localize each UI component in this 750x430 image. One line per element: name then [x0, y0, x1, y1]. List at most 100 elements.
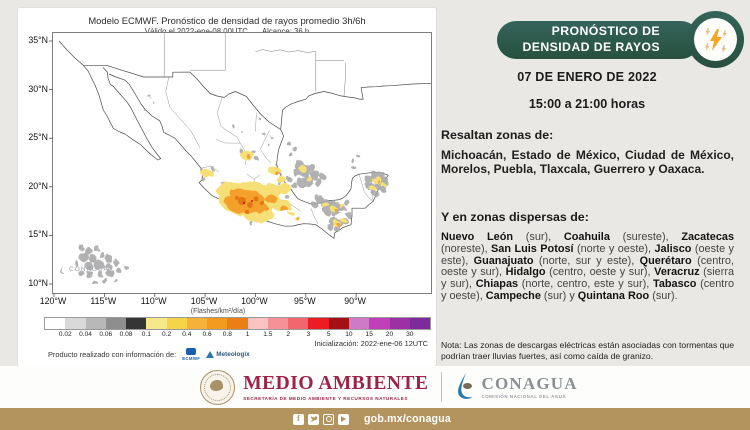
forecast-time-range: 15:00 a 21:00 horas: [528, 97, 646, 111]
state-name: Veracruz: [654, 266, 700, 279]
colorbar-tick-label: 30: [406, 331, 414, 338]
map-subtitle: Válido el 2022-ene-08 00UTC Alcance: 36 h: [18, 27, 436, 36]
meteologix-logo-icon: [206, 351, 215, 358]
colorbar-tick-label: 3: [306, 331, 311, 338]
mexico-map: [49, 33, 432, 297]
social-icons: f: [293, 413, 349, 425]
colorbar-segment: [126, 318, 147, 329]
meteologix-logo-text: Meteologix: [216, 351, 250, 358]
conagua-drop-icon: [60, 265, 65, 274]
lon-tick-label: 120°W: [39, 296, 67, 306]
map-plot-area: CONAGUA: [49, 32, 432, 297]
meteologix-logo: Meteologix: [206, 351, 250, 358]
ribbon-badge: [687, 11, 744, 68]
colorbar-tick-label: 0.8: [222, 331, 232, 338]
units-label: (Flashes/km²/día): [190, 308, 246, 315]
colorbar-segment: [146, 318, 167, 329]
colorbar-segment: [369, 318, 390, 329]
note-text: Nota: Las zonas de descargas eléctricas …: [441, 340, 734, 361]
credit-label: Producto realizado con información de:: [48, 350, 177, 359]
colorbar-tick-label: 15: [365, 331, 373, 338]
colorbar-segment: [227, 318, 248, 329]
colorbar-tick-label: 0.04: [79, 331, 92, 338]
colorbar-segment: [105, 318, 127, 329]
ecmwf-logo-text: ECMWF: [182, 356, 201, 361]
axis-ticks: [49, 40, 357, 297]
map-range-label: Alcance: 36 h: [262, 27, 309, 36]
conagua-subtitle: COMISIÓN NACIONAL DEL AGUA: [481, 394, 567, 400]
colorbar-tick-label: 0.2: [161, 331, 172, 338]
lon-tick-label: 100°W: [241, 296, 268, 306]
state-name: Nuevo León: [441, 231, 514, 243]
map-watermark-text: CONAGUA: [69, 266, 109, 273]
footer-url[interactable]: gob.mx/conagua: [364, 413, 451, 425]
footer-social-band: f gob.mx/conagua: [0, 408, 750, 430]
lat-tick-label: 20°N: [28, 180, 48, 191]
footer-logos-band: MEDIO AMBIENTE SECRETARÍA DE MEDIO AMBIE…: [0, 366, 750, 408]
colorbar: [44, 317, 431, 330]
ecmwf-logo-mark: [186, 348, 197, 355]
ribbon-banner: PRONÓSTICO DE DENSIDAD DE RAYOS: [497, 21, 700, 59]
colorbar-tick-label: 0.4: [182, 331, 192, 338]
state-name: Coahuila: [563, 231, 610, 243]
colorbar-segment: [247, 318, 268, 329]
instagram-icon[interactable]: [323, 413, 334, 425]
colorbar-segment: [288, 318, 309, 329]
youtube-icon[interactable]: [338, 413, 349, 425]
facebook-icon[interactable]: f: [293, 413, 304, 425]
ecmwf-logo: ECMWF: [182, 348, 200, 361]
lat-tick-label: 30°N: [28, 83, 48, 94]
highlight-paragraph: Michoacán, Estado de México, Ciudad de M…: [441, 148, 734, 176]
colorbar-segment: [85, 318, 106, 329]
highlight-heading: Resaltan zonas de:: [441, 128, 554, 142]
state-name: Querétaro: [639, 254, 692, 267]
map-title: Modelo ECMWF. Pronóstico de densidad de …: [88, 15, 366, 26]
state-name: Jalisco: [654, 242, 692, 255]
state-name: Campeche: [485, 289, 541, 302]
conagua-drop-logo-icon: [457, 373, 472, 399]
lon-tick-label: 115°W: [90, 296, 117, 306]
colorbar-tick-label: 5: [326, 331, 331, 338]
semarnat-title: MEDIO AMBIENTE: [243, 372, 429, 394]
colorbar-tick-label: 0.06: [99, 331, 113, 338]
map-panel: Modelo ECMWF. Pronóstico de densidad de …: [18, 8, 436, 366]
semarnat-logo: MEDIO AMBIENTE SECRETARÍA DE MEDIO AMBIE…: [243, 372, 429, 400]
colorbar-segment: [65, 318, 86, 329]
colorbar-segment: [207, 318, 228, 329]
density-cores: [235, 196, 264, 214]
state-name: San Luis Potosí: [491, 242, 574, 255]
state-name: Hidalgo: [505, 266, 546, 279]
lon-tick-label: 90°W: [344, 296, 366, 306]
state-name: Chiapas: [475, 278, 519, 291]
us-state-lines: [163, 33, 346, 96]
ribbon-line2: DENSIDAD DE RAYOS: [522, 40, 660, 54]
colorbar-segment: [45, 318, 66, 329]
initialization-label: Inicialización: 2022-ene-06 12UTC: [314, 339, 428, 348]
lat-tick-label: 15°N: [28, 229, 48, 240]
lon-tick-label: 95°W: [293, 296, 316, 306]
twitter-icon[interactable]: [308, 413, 319, 425]
ribbon-line1: PRONÓSTICO DE: [551, 24, 660, 39]
colorbar-tick-label: 10: [345, 331, 353, 338]
semarnat-seal-icon: [200, 369, 236, 405]
colorbar-segment: [409, 318, 431, 329]
dispersed-paragraph: Nuevo León (sur), Coahuila (sureste), Za…: [441, 231, 735, 302]
colorbar-tick-label: 0.08: [119, 331, 133, 338]
colorbar-tick-label: 20: [385, 331, 394, 338]
map-watermark: CONAGUA: [59, 265, 109, 274]
lightning-icon: [704, 27, 727, 53]
colorbar-tick-label: 2: [286, 331, 290, 338]
state-name: Tabasco: [653, 278, 697, 291]
dispersed-heading: Y en zonas dispersas de:: [441, 210, 589, 224]
colorbar-segment: [308, 318, 329, 329]
footer-logo-row: MEDIO AMBIENTE SECRETARÍA DE MEDIO AMBIE…: [200, 369, 577, 405]
colorbar-segment: [267, 318, 289, 329]
footer-divider: [440, 372, 442, 402]
colorbar-tick-label: 1: [245, 331, 250, 338]
state-name: Zacatecas: [681, 231, 735, 243]
colorbar-tick-label: 0.6: [202, 331, 212, 338]
lon-tick-label: 105°W: [190, 296, 218, 306]
colorbar-labels: 0.02 0.04 0.06 0.08 0.1 0.2 0.4 0.6 0.8 1 1.5 2 3 5 10…: [45, 331, 430, 340]
density-yellow: [201, 150, 386, 227]
